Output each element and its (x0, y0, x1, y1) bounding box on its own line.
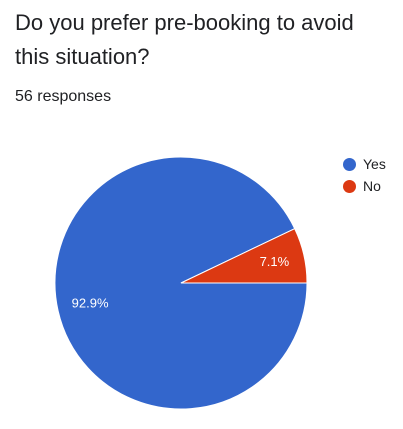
pie-slice-no[interactable] (180, 227, 308, 284)
pie-slice-yes[interactable] (54, 156, 308, 410)
slice-label-no: 7.1% (260, 254, 290, 269)
legend-item-yes[interactable]: Yes (343, 153, 386, 175)
legend-label-yes: Yes (363, 156, 386, 172)
legend-item-no[interactable]: No (343, 175, 386, 197)
legend-swatch-yes (343, 157, 356, 171)
response-count: 56 responses (15, 88, 112, 105)
question-title: Do you prefer pre-booking to avoid this … (15, 10, 354, 69)
chart-legend: Yes No (343, 153, 386, 197)
legend-label-no: No (363, 178, 381, 194)
legend-swatch-no (343, 179, 356, 193)
slice-label-yes: 92.9% (72, 296, 109, 311)
